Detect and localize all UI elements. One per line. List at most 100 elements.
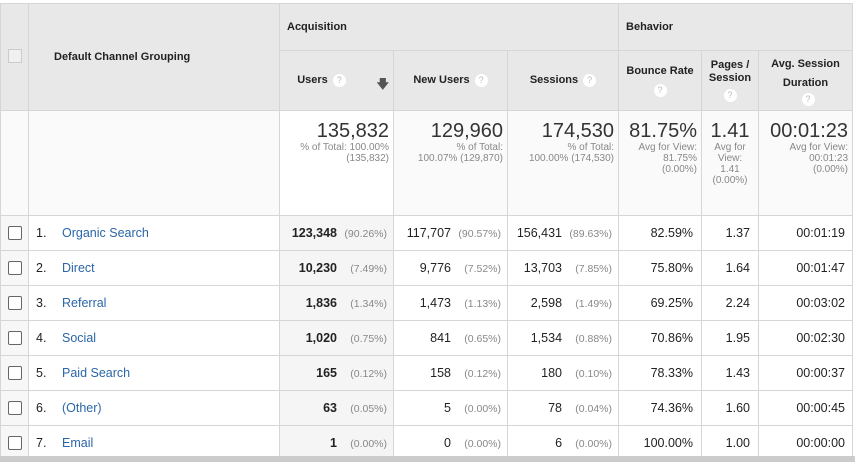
- select-all-checkbox[interactable]: [7, 48, 22, 63]
- pages-session-cell: 1.37: [701, 215, 760, 251]
- new-users-percent: (1.13%): [464, 298, 501, 310]
- sessions-value: 2,598: [530, 296, 563, 310]
- select-all-cell: [0, 3, 29, 111]
- sessions-cell: 6 (0.00%): [506, 425, 620, 461]
- row-index: 1.: [36, 226, 47, 240]
- help-icon[interactable]: ?: [653, 83, 667, 97]
- bounce-rate-column-header[interactable]: Bounce Rate?: [618, 50, 703, 111]
- horizontal-scrollbar[interactable]: [0, 456, 855, 462]
- new-users-value: 117,707: [406, 226, 451, 240]
- pages-session-cell: 1.64: [701, 250, 760, 286]
- users-value: 63: [323, 401, 337, 415]
- avg-duration-cell: 00:00:00: [758, 425, 854, 461]
- acquisition-group-header: Acquisition: [278, 3, 620, 51]
- users-column-header[interactable]: Users? 🡇: [279, 50, 394, 111]
- totals-row: 135,832% of Total: 100.00% (135,832) 129,…: [0, 110, 854, 216]
- sessions-percent: (7.85%): [575, 263, 613, 275]
- help-icon[interactable]: ?: [332, 73, 346, 87]
- row-index: 7.: [36, 436, 47, 450]
- sessions-cell: 1,534 (0.88%): [506, 320, 620, 356]
- new-users-column-header[interactable]: New Users?: [393, 50, 508, 111]
- row-checkbox-cell: [0, 355, 29, 391]
- new-users-percent: (0.12%): [464, 368, 501, 380]
- sessions-percent: (0.88%): [575, 333, 613, 345]
- new-users-cell: 158 (0.12%): [393, 355, 508, 391]
- help-icon[interactable]: ?: [583, 73, 597, 87]
- new-users-cell: 0 (0.00%): [393, 425, 508, 461]
- sessions-percent: (0.04%): [575, 403, 613, 415]
- table-row: 4. Social 1,020 (0.75%) 841 (0.65%) 1,534 (0.88…: [0, 320, 854, 356]
- row-checkbox-cell: [0, 425, 29, 461]
- avg-duration-column-header[interactable]: Avg. Session Duration?: [758, 50, 854, 111]
- users-percent: (1.34%): [350, 298, 387, 310]
- table-row: 6. (Other) 63 (0.05%) 5 (0.00%) 78 (0.04%) 74.36…: [0, 390, 854, 426]
- new-users-percent: (0.00%): [464, 403, 501, 415]
- arrow-down-icon[interactable]: 🡇: [376, 77, 389, 91]
- sessions-value: 78: [548, 401, 563, 415]
- help-icon[interactable]: ?: [474, 73, 488, 87]
- total-pages-session: 1.41 Avg for View: 1.41 (0.00%): [701, 110, 760, 216]
- row-checkbox[interactable]: [7, 296, 22, 311]
- sessions-percent: (0.10%): [575, 368, 613, 380]
- new-users-value: 158: [430, 366, 451, 380]
- row-checkbox[interactable]: [7, 226, 22, 241]
- sessions-cell: 180 (0.10%): [506, 355, 620, 391]
- users-cell: 165 (0.12%): [279, 355, 394, 391]
- row-checkbox[interactable]: [7, 366, 22, 381]
- row-checkbox[interactable]: [7, 401, 22, 416]
- row-checkbox-cell: [0, 390, 29, 426]
- channel-link[interactable]: Paid Search: [62, 366, 131, 380]
- row-checkbox[interactable]: [7, 436, 22, 451]
- row-checkbox[interactable]: [7, 331, 22, 346]
- row-index: 3.: [36, 296, 47, 310]
- row-index: 4.: [36, 331, 47, 345]
- channel-cell: 6. (Other): [28, 390, 280, 426]
- row-checkbox[interactable]: [7, 261, 22, 276]
- sessions-column-header[interactable]: Sessions?: [506, 50, 620, 111]
- row-index: 6.: [36, 401, 47, 415]
- users-cell: 63 (0.05%): [279, 390, 394, 426]
- row-checkbox-cell: [0, 285, 29, 321]
- row-checkbox-cell: [0, 320, 29, 356]
- users-value: 123,348: [291, 226, 337, 240]
- channel-cell: 4. Social: [28, 320, 280, 356]
- pages-session-column-header[interactable]: Pages / Session?: [701, 50, 760, 111]
- sessions-percent: (0.00%): [575, 438, 613, 450]
- total-avg-duration: 00:01:23 Avg for View: 00:01:23 (0.00%): [758, 110, 854, 216]
- channel-link[interactable]: Email: [62, 436, 94, 450]
- bounce-rate-cell: 70.86%: [618, 320, 703, 356]
- sessions-value: 1,534: [530, 331, 563, 345]
- users-value: 1: [330, 436, 337, 450]
- channel-cell: 5. Paid Search: [28, 355, 280, 391]
- channel-link[interactable]: Social: [62, 331, 97, 345]
- sessions-value: 156,431: [516, 226, 563, 240]
- avg-duration-cell: 00:00:37: [758, 355, 854, 391]
- dimension-header[interactable]: Default Channel Grouping: [28, 3, 280, 111]
- help-icon[interactable]: ?: [723, 89, 737, 102]
- row-checkbox-cell: [0, 215, 29, 251]
- users-percent: (0.12%): [350, 368, 387, 380]
- users-percent: (90.26%): [344, 228, 387, 240]
- bounce-rate-cell: 74.36%: [618, 390, 703, 426]
- sessions-percent: (89.63%): [569, 228, 613, 240]
- help-icon[interactable]: ?: [801, 93, 815, 106]
- channel-link[interactable]: Organic Search: [62, 226, 149, 240]
- new-users-value: 841: [430, 331, 451, 345]
- channel-link[interactable]: Referral: [62, 296, 107, 310]
- new-users-value: 9,776: [419, 261, 451, 275]
- table-row: 1. Organic Search 123,348 (90.26%) 117,707 (9…: [0, 215, 854, 251]
- bounce-rate-cell: 75.80%: [618, 250, 703, 286]
- sessions-cell: 13,703 (7.85%): [506, 250, 620, 286]
- users-value: 165: [316, 366, 337, 380]
- bounce-rate-cell: 100.00%: [618, 425, 703, 461]
- sessions-cell: 78 (0.04%): [506, 390, 620, 426]
- new-users-value: 1,473: [419, 296, 451, 310]
- users-value: 1,836: [305, 296, 337, 310]
- channel-link[interactable]: (Other): [62, 401, 102, 415]
- row-index: 5.: [36, 366, 47, 380]
- channel-link[interactable]: Direct: [62, 261, 95, 275]
- new-users-cell: 5 (0.00%): [393, 390, 508, 426]
- new-users-percent: (90.57%): [458, 228, 501, 240]
- bounce-rate-cell: 69.25%: [618, 285, 703, 321]
- avg-duration-cell: 00:02:30: [758, 320, 854, 356]
